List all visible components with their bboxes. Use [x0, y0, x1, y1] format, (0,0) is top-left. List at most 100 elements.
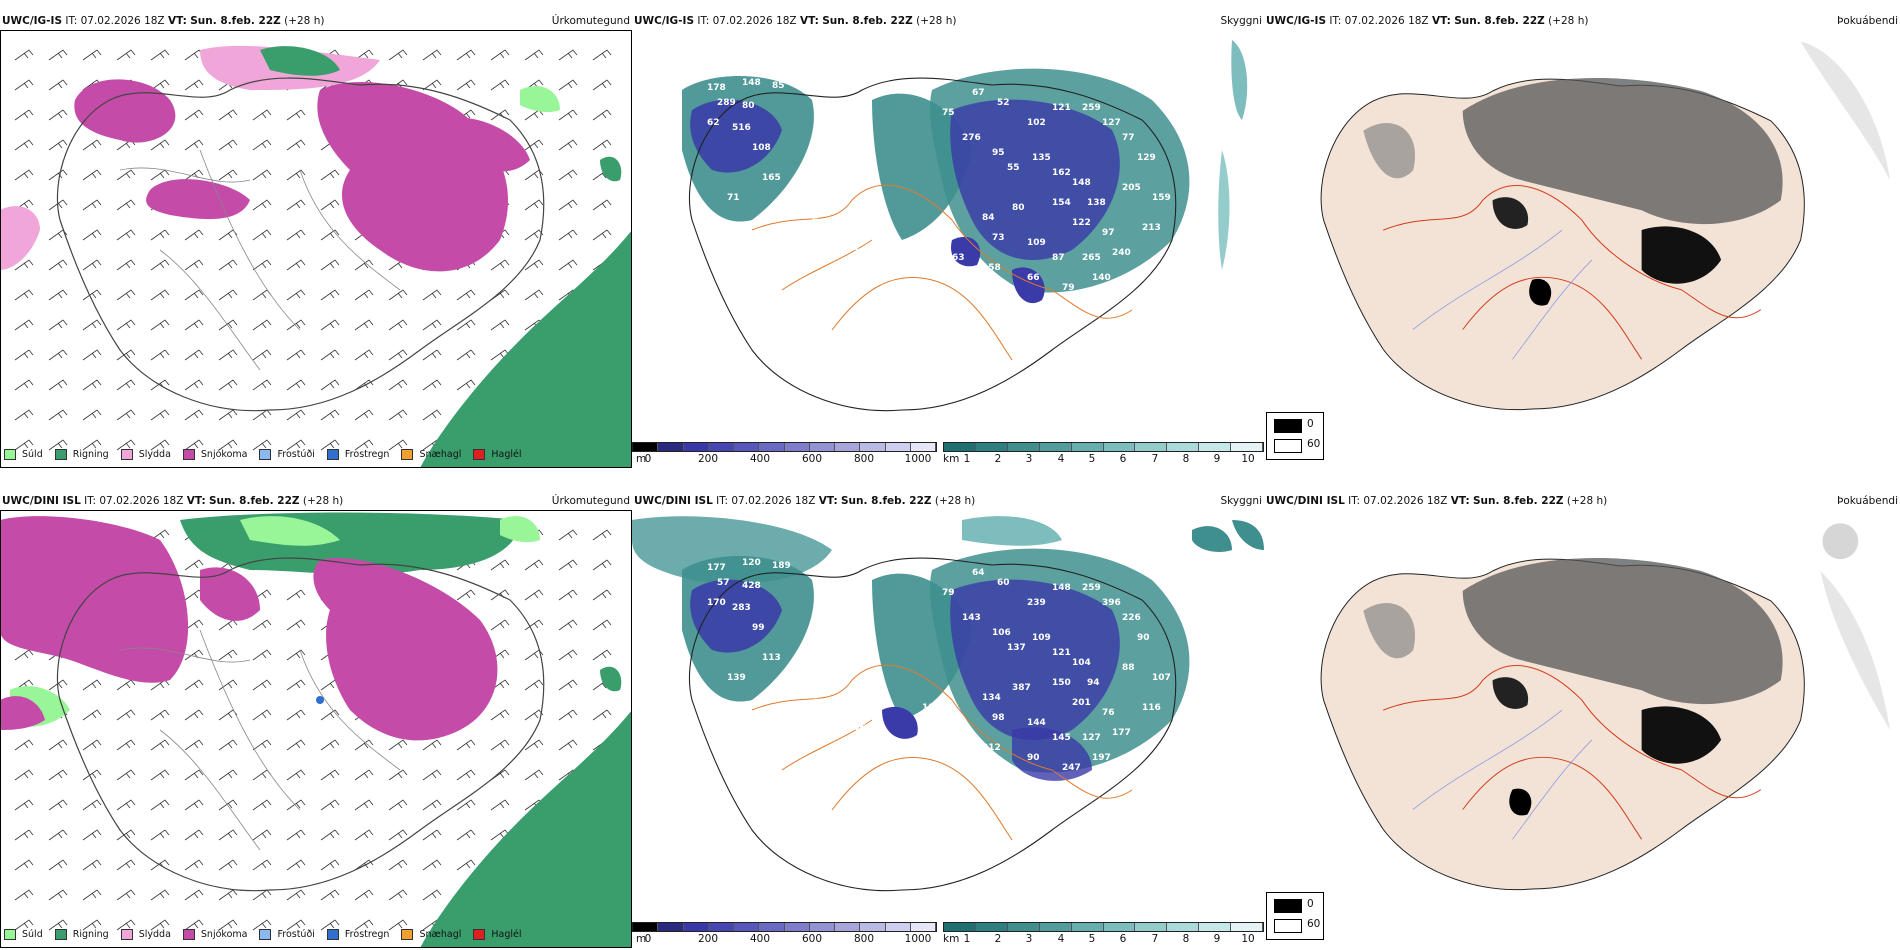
visibility-label: 77 [1122, 133, 1135, 143]
wind-barb [388, 289, 408, 301]
visibility-label: 283 [732, 603, 751, 613]
wind-barb [354, 259, 374, 271]
visibility-label: 205 [1122, 183, 1141, 193]
visibility-label: 178 [707, 83, 726, 93]
panel-title: Skyggni [1220, 15, 1263, 27]
wind-barb [490, 79, 510, 91]
wind-barb [184, 619, 204, 631]
visibility-label: 139 [727, 673, 746, 683]
wind-barb [14, 769, 34, 781]
wind-barb [184, 739, 204, 751]
visibility-label: 62 [707, 118, 720, 128]
wind-barb [150, 79, 170, 91]
visibility-label: 94 [1087, 678, 1100, 688]
wind-barb [218, 319, 238, 331]
fog-map [1264, 31, 1896, 467]
wind-barb [48, 679, 68, 691]
wind-barb [558, 169, 578, 181]
visibility-label: 145 [1052, 733, 1071, 743]
wind-barb [82, 679, 102, 691]
colorbar-tick: 9 [1213, 933, 1221, 945]
wind-barb [558, 229, 578, 241]
wind-barb [592, 199, 612, 211]
visibility-label: 67 [972, 88, 985, 98]
wind-barb [14, 319, 34, 331]
wind-barb [218, 349, 238, 361]
wind-barb [490, 739, 510, 751]
visibility-label: 56 [812, 643, 825, 653]
visibility-label: 87 [1052, 253, 1065, 263]
wind-barb [116, 169, 136, 181]
wind-barb [82, 769, 102, 781]
wind-barb [14, 919, 34, 931]
visibility-label: 144 [1027, 718, 1046, 728]
visibility-label: 138 [1087, 198, 1106, 208]
wind-barb [150, 319, 170, 331]
colorbar-tick: 9 [1213, 453, 1221, 465]
wind-barb [524, 589, 544, 601]
wind-barb [116, 199, 136, 211]
wind-barb [524, 49, 544, 61]
wind-barb [286, 409, 306, 421]
wind-barb [82, 379, 102, 391]
wind-barb [116, 709, 136, 721]
wind-barb [116, 319, 136, 331]
wind-barb [388, 859, 408, 871]
wind-barb [184, 829, 204, 841]
colorbar-tick: 800 [853, 933, 875, 945]
wind-barb [286, 439, 306, 451]
wind-barb [184, 109, 204, 121]
wind-barb [422, 289, 442, 301]
wind-barb [422, 739, 442, 751]
wind-barb [320, 769, 340, 781]
wind-barb [48, 829, 68, 841]
wind-barb [524, 199, 544, 211]
visibility-label: 113 [762, 653, 781, 663]
colorbar-tick: 4 [1057, 933, 1065, 945]
wind-barb [14, 889, 34, 901]
colorbar-tick: 5 [1088, 453, 1096, 465]
wind-barb [252, 169, 272, 181]
wind-barb [252, 679, 272, 691]
wind-barb [558, 559, 578, 571]
wind-barb [456, 79, 476, 91]
wind-barb [218, 289, 238, 301]
visibility-label: 259 [1082, 103, 1101, 113]
legend-swatch [401, 929, 414, 940]
fog-swatch-light [1274, 919, 1302, 933]
visibility-label: 88 [872, 723, 885, 733]
wind-barb [320, 829, 340, 841]
visibility-label: 226 [1122, 613, 1141, 623]
wind-barb [184, 229, 204, 241]
wind-barb [558, 709, 578, 721]
wind-barb [388, 319, 408, 331]
wind-barb [354, 829, 374, 841]
wind-barb [116, 859, 136, 871]
visibility-label: 90 [1137, 633, 1150, 643]
wind-barb [422, 859, 442, 871]
wind-barb [422, 799, 442, 811]
visibility-label: 143 [962, 613, 981, 623]
wind-barb [558, 139, 578, 151]
wind-barb [150, 529, 170, 541]
wind-barb [286, 679, 306, 691]
wind-barb [456, 589, 476, 601]
wind-barb [252, 739, 272, 751]
visibility-label: 107 [1152, 673, 1171, 683]
wind-barb [388, 409, 408, 421]
panel-header: UWC/IG-IS IT: 07.02.2026 18Z VT: Sun. 8.… [634, 15, 957, 27]
fog-swatch-light [1274, 439, 1302, 453]
fog-legend-row2: 0 60 [1266, 892, 1324, 940]
visibility-label: 127 [1102, 118, 1121, 128]
precip-panel-row2: UWC/DINI ISL IT: 07.02.2026 18Z VT: Sun.… [0, 486, 632, 948]
wind-barb [286, 289, 306, 301]
wind-barb [354, 859, 374, 871]
wind-barb [14, 439, 34, 451]
wind-barb [48, 769, 68, 781]
wind-barb [592, 139, 612, 151]
wind-barb [82, 829, 102, 841]
wind-barb [558, 259, 578, 271]
wind-barb [456, 49, 476, 61]
wind-barb [252, 439, 272, 451]
wind-barb [48, 799, 68, 811]
